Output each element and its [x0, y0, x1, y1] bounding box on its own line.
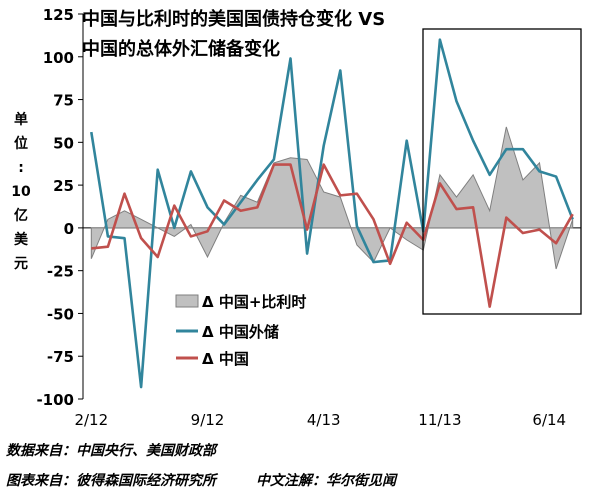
legend-swatch: [175, 294, 199, 308]
highlight-box: [422, 28, 582, 315]
x-tick-label: 9/12: [191, 411, 225, 429]
y-tick-label: 50: [53, 134, 74, 152]
chart-marks: [90, 38, 574, 389]
translation-credit: 中文注解：华尔街见闻: [256, 473, 396, 489]
y-tick-label: -100: [36, 391, 74, 409]
y-tick-label: 100: [43, 49, 74, 67]
x-axis: 2/12 9/12 4/13 11/13 6/14: [74, 411, 566, 429]
y-axis-label: 单 位 : 10 亿 美 元: [8, 108, 34, 276]
y-tick-label: 125: [43, 6, 74, 24]
x-tick-label: 6/14: [532, 411, 566, 429]
y-label-char: 亿: [14, 208, 28, 224]
legend-item-china-reserves: Δ 中国外储: [202, 323, 279, 341]
y-label-char: 10: [11, 184, 31, 200]
chart-credit: 图表来自：彼得森国际经济研究所 中文注解：华尔街见闻: [6, 470, 396, 490]
chart-title-line-2: 中国的总体外汇储备变化: [82, 38, 280, 60]
y-label-char: :: [18, 160, 24, 176]
y-label-char: 位: [14, 136, 28, 152]
y-label-char: 美: [14, 232, 28, 248]
y-axis: -100 -75 -50 -25 0 25 50 75 100 125: [36, 6, 84, 409]
chart-credit-source: 图表来自：彼得森国际经济研究所: [6, 473, 216, 489]
source-note: 数据来自：中国央行、美国财政部: [6, 443, 216, 459]
series-line-china: [91, 163, 574, 308]
y-label-char: 单: [14, 112, 28, 128]
y-tick-label: -25: [47, 263, 74, 281]
y-label-char: 元: [14, 256, 28, 272]
series-area-china-belgium: [90, 126, 574, 270]
chart-canvas: -100 -75 -50 -25 0 25 50 75 100 125 2/12 9/12 4/13 1…: [36, 6, 582, 429]
y-tick-label: 0: [64, 220, 74, 238]
y-tick-label: 75: [53, 92, 74, 110]
x-tick-label: 4/13: [307, 411, 341, 429]
chart-title-line-1: 中国与比利时的美国国债持仓变化 VS: [82, 8, 385, 30]
y-tick-label: -50: [47, 305, 74, 323]
legend-item-china: Δ 中国: [202, 350, 249, 368]
x-tick-label: 2/12: [74, 411, 108, 429]
y-tick-label: 25: [53, 177, 74, 195]
legend-item-china-belgium: Δ 中国+比利时: [202, 293, 306, 311]
x-tick-label: 11/13: [418, 411, 461, 429]
y-tick-label: -75: [47, 348, 74, 366]
legend: Δ 中国+比利时 Δ 中国外储 Δ 中国: [175, 293, 306, 368]
